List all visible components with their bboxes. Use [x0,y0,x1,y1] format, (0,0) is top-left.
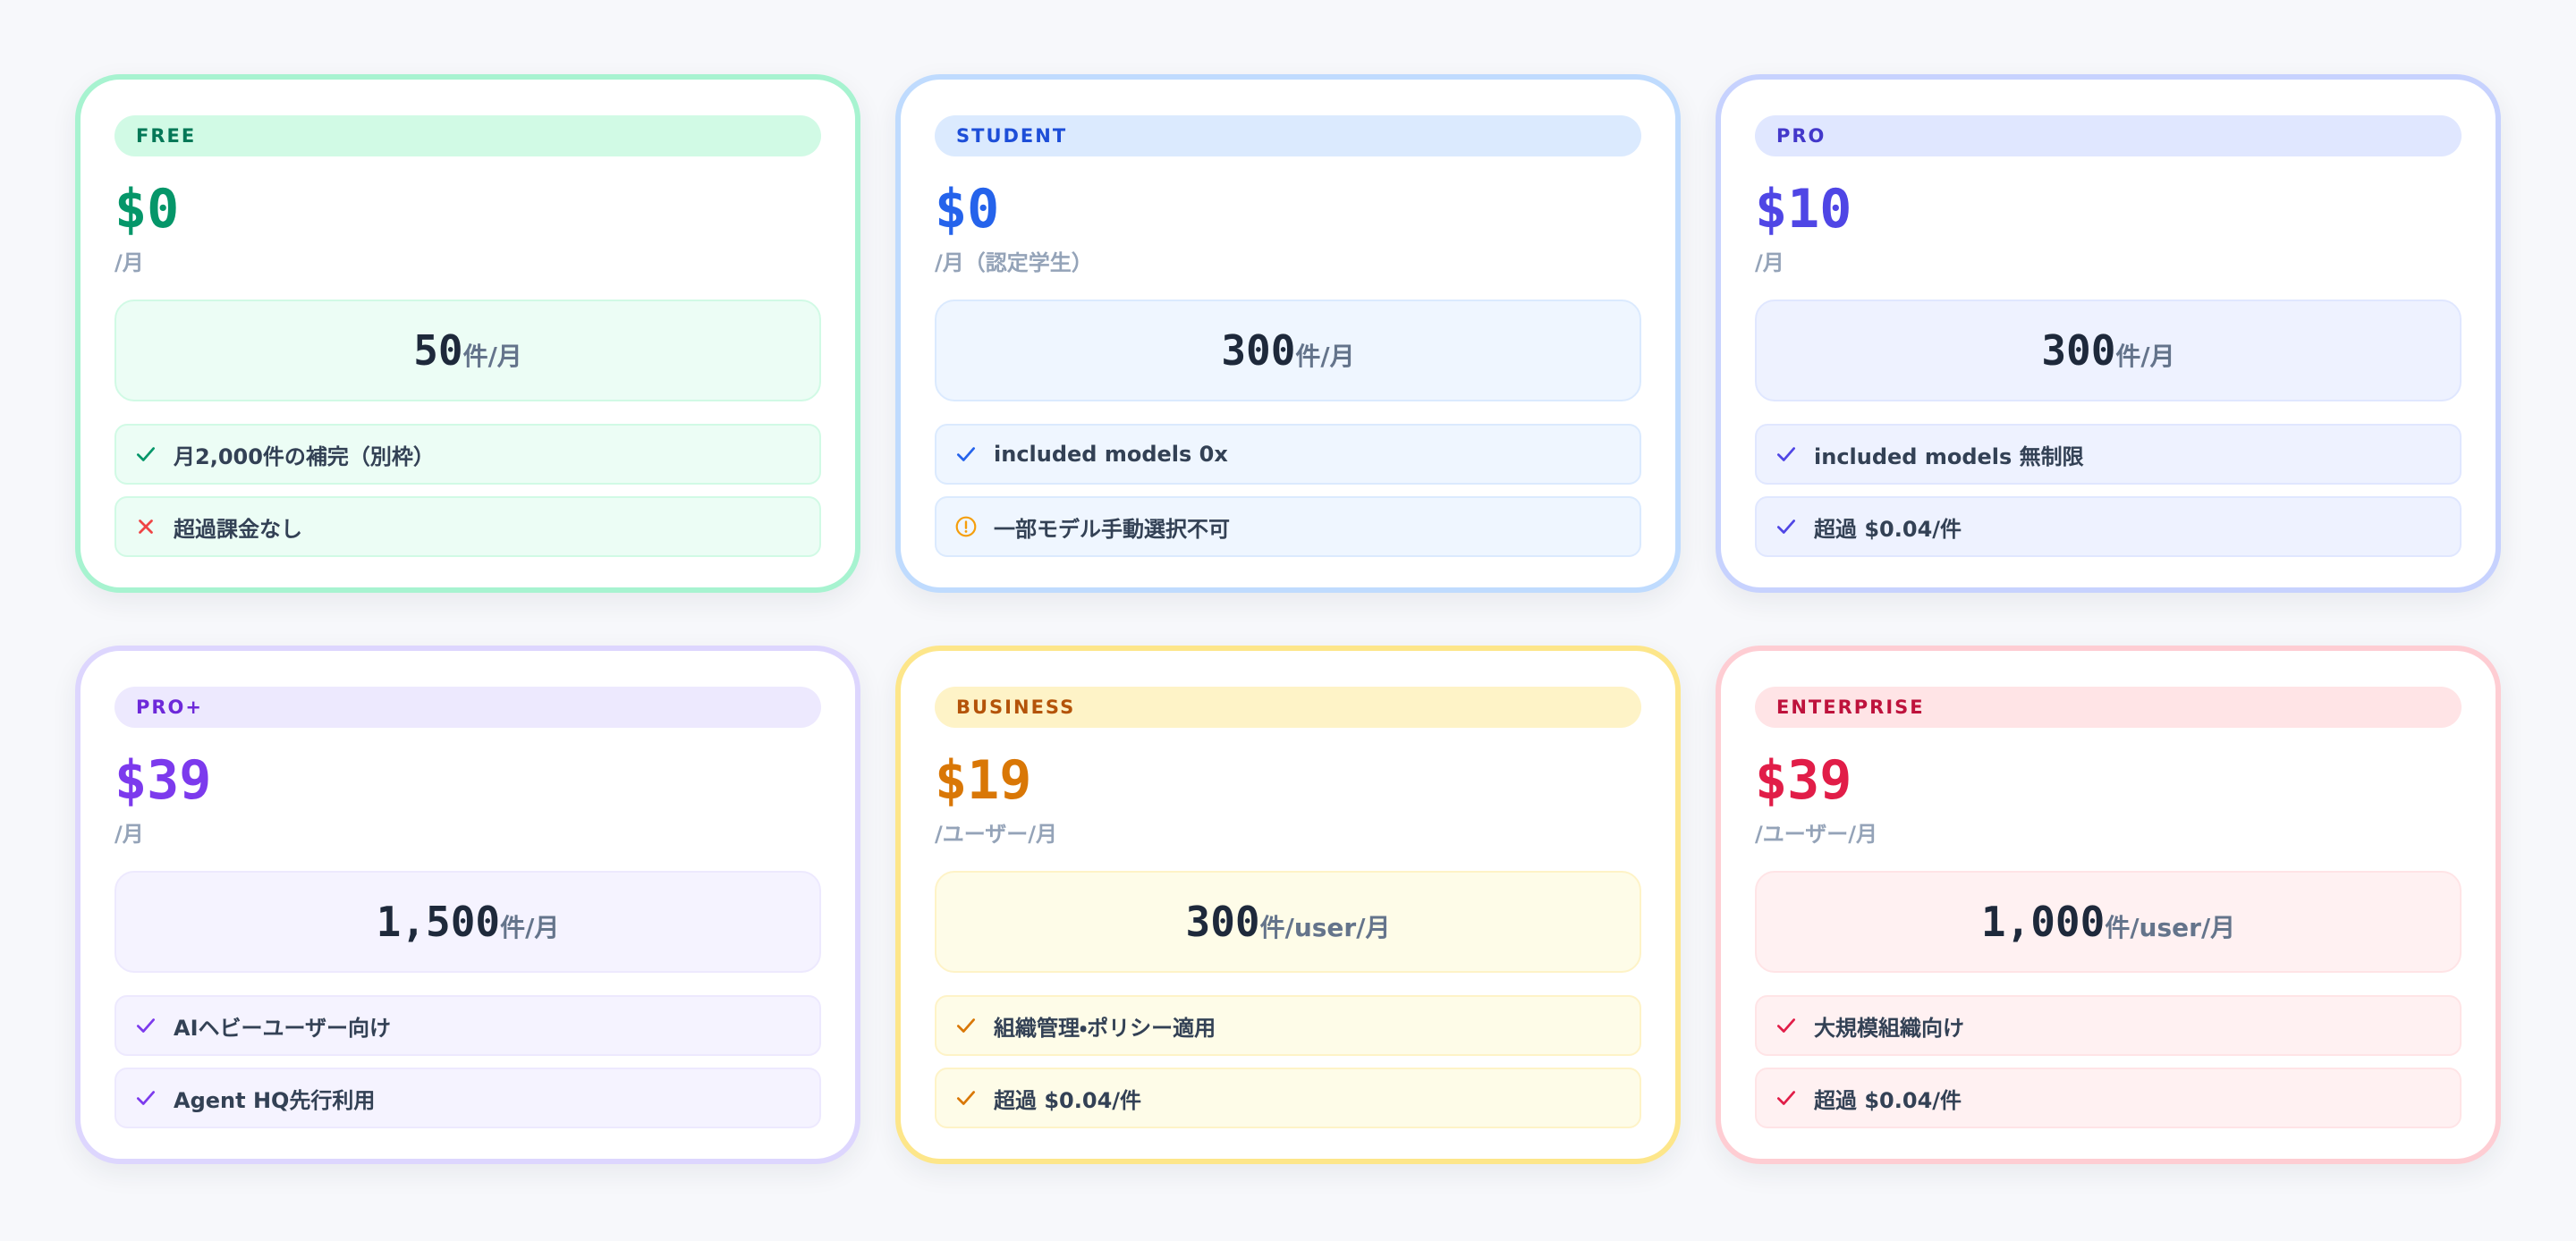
tier-badge: ENTERPRISE [1755,687,2462,728]
feature-text: 組織管理・ポリシー適用 [994,1015,1216,1041]
feature-text: 大規模組織向け [1814,1015,1964,1041]
period: /月（認定学生） [935,250,1093,275]
feature: 超過 $0.04/件 [1755,496,2462,557]
feature: Agent HQ先行利用 [114,1068,821,1128]
quota-unit: 件/user/月 [1259,913,1391,942]
period: /月 [114,250,144,275]
price: $0 [114,178,180,241]
warning-icon [955,516,977,537]
feature-text: included models 無制限 [1814,443,2084,469]
tier-badge: PRO [1755,115,2462,156]
quota-box: 1,500 件/月 [114,871,821,973]
quota-unit: 件/月 [1295,342,1355,371]
check-icon [1776,447,1796,461]
quota-box: 300 件/user/月 [935,871,1641,973]
check-icon [956,1018,976,1033]
feature-text: 超過 $0.04/件 [994,1087,1142,1113]
feature-text: 月2,000件の補完（別枠） [174,443,435,469]
plan-card: STUDENT $0 /月（認定学生） 300 件/月 included mode… [895,74,1681,593]
feature-text: 一部モデル手動選択不可 [994,516,1230,542]
price: $39 [1755,749,1852,812]
feature: 組織管理・ポリシー適用 [935,995,1641,1056]
price: $39 [114,749,212,812]
quota-unit: 件/user/月 [2105,913,2236,942]
plan-grid: FREE $0 /月 50 件/月 月2,000件の補完（別枠） 超過課金なし S… [75,74,2501,1164]
quota: 300 [2041,326,2116,375]
feature: 超過課金なし [114,496,821,557]
quota-unit: 件/月 [462,342,522,371]
feature-text: Agent HQ先行利用 [174,1087,376,1113]
tier-badge: STUDENT [935,115,1641,156]
feature: AIヘビーユーザー向け [114,995,821,1056]
tier-badge: BUSINESS [935,687,1641,728]
check-icon [1776,1091,1796,1105]
price: $10 [1755,178,1852,241]
feature: included models 0x [935,424,1641,485]
quota: 300 [1221,326,1296,375]
period: /ユーザー/月 [1755,822,1878,847]
cross-icon [139,519,153,534]
check-icon [1776,1018,1796,1033]
quota: 1,500 [376,898,501,946]
quota-box: 1,000 件/user/月 [1755,871,2462,973]
feature-text: AIヘビーユーザー向け [174,1015,392,1041]
check-icon [136,447,156,461]
plan-card: BUSINESS $19 /ユーザー/月 300 件/user/月 組織管理・ポリ… [895,646,1681,1164]
check-icon [136,1018,156,1033]
period: /月 [114,822,144,847]
plan-card: ENTERPRISE $39 /ユーザー/月 1,000 件/user/月 大規模… [1716,646,2501,1164]
tier-badge: FREE [114,115,821,156]
quota: 1,000 [1980,898,2106,946]
period: /ユーザー/月 [935,822,1058,847]
feature-text: included models 0x [994,442,1228,467]
check-icon [136,1091,156,1105]
feature: included models 無制限 [1755,424,2462,485]
plan-card: FREE $0 /月 50 件/月 月2,000件の補完（別枠） 超過課金なし [75,74,860,593]
feature: 超過 $0.04/件 [935,1068,1641,1128]
plan-card: PRO $10 /月 300 件/月 included models 無制限 超過… [1716,74,2501,593]
feature-text: 超過 $0.04/件 [1814,1087,1962,1113]
feature: 大規模組織向け [1755,995,2462,1056]
feature-text: 超過 $0.04/件 [1814,516,1962,542]
price: $19 [935,749,1032,812]
quota-box: 300 件/月 [1755,300,2462,401]
quota-unit: 件/月 [500,913,560,942]
plan-card: PRO+ $39 /月 1,500 件/月 AIヘビーユーザー向け Agent H… [75,646,860,1164]
feature-text: 超過課金なし [174,516,302,542]
check-icon [956,447,976,461]
feature: 月2,000件の補完（別枠） [114,424,821,485]
price: $0 [935,178,1000,241]
quota-box: 50 件/月 [114,300,821,401]
feature: 一部モデル手動選択不可 [935,496,1641,557]
check-icon [956,1091,976,1105]
check-icon [1776,519,1796,534]
quota: 300 [1185,898,1260,946]
feature: 超過 $0.04/件 [1755,1068,2462,1128]
quota-unit: 件/月 [2115,342,2175,371]
quota-box: 300 件/月 [935,300,1641,401]
period: /月 [1755,250,1784,275]
quota: 50 [413,326,463,375]
tier-badge: PRO+ [114,687,821,728]
